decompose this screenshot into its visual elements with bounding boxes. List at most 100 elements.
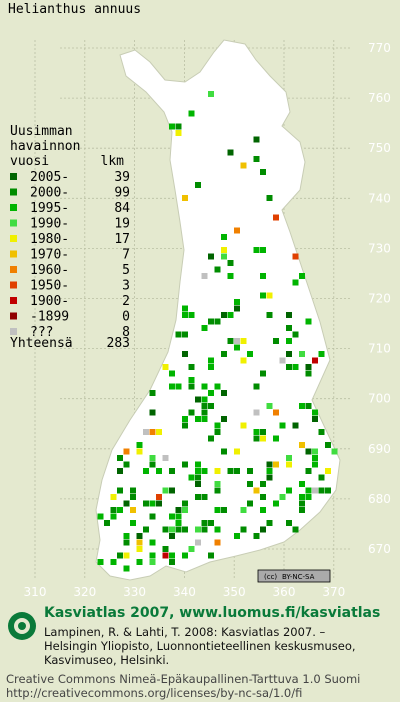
legend-swatch [10,204,17,211]
record-square [208,390,214,396]
record-square [208,552,214,559]
record-square [253,435,260,442]
record-square [162,552,169,559]
legend-total-label: Yhteensä [10,336,73,351]
record-square [273,409,279,416]
record-square [318,351,325,357]
record-square [305,487,312,494]
record-square [136,533,143,539]
record-square [273,338,279,344]
record-square [299,507,305,513]
record-square [123,461,130,468]
record-square [221,390,227,396]
y-grid-label: 760 [368,91,391,105]
record-square [221,247,227,253]
record-square [214,422,221,429]
record-square [286,338,292,344]
y-grid-label: 750 [368,141,391,155]
record-square [195,539,201,546]
record-square [110,513,117,520]
record-square [117,507,123,513]
record-square [149,461,156,468]
record-square [175,526,182,533]
record-square [240,338,247,344]
record-square [149,390,156,396]
record-square [149,552,156,559]
record-square [149,429,156,435]
record-square [156,429,162,435]
record-square [188,312,195,318]
record-square [169,526,175,533]
legend-swatch [10,219,17,227]
record-square [195,481,201,487]
legend-year: 1950- [30,279,69,294]
record-square [188,546,195,552]
record-square [299,403,305,409]
legend-swatch [10,281,17,289]
record-square [195,182,201,188]
record-square [299,442,305,448]
record-square [188,409,195,416]
y-grid-label: 730 [368,241,391,255]
record-square [162,455,169,461]
record-square [266,468,273,474]
species-title: Helianthus annuus [8,2,141,17]
y-grid-label: 700 [368,392,391,406]
record-square [260,481,266,487]
record-square [247,468,253,474]
legend-count: 99 [114,186,130,201]
record-square [214,487,221,494]
record-square [260,507,266,513]
y-grid-label: 740 [368,191,391,205]
record-square [234,299,240,305]
record-square [208,357,214,364]
record-square [169,370,175,377]
x-grid-label: 350 [223,585,246,599]
record-square [253,136,260,143]
legend-swatch [10,235,17,242]
record-square [195,494,201,500]
record-square [195,526,201,533]
record-square [195,468,201,474]
record-square [221,416,227,422]
record-square [182,195,188,201]
record-square [97,513,104,520]
record-square [227,468,234,474]
record-square [214,507,221,513]
record-square [110,559,117,565]
legend-heading: Uusimman [10,124,73,139]
record-square [175,123,182,130]
record-square [182,331,188,338]
record-square [312,357,318,364]
record-square [279,494,286,500]
citation: Lampinen, R. & Lahti, T. 2008: Kasviatla… [44,625,326,639]
record-square [156,500,162,507]
record-square [234,305,240,312]
record-square [143,468,149,474]
record-square [175,331,182,338]
record-square [214,266,221,273]
record-square [136,546,143,552]
record-square [292,331,299,338]
record-square [175,130,182,136]
record-square [286,325,292,331]
record-square [182,461,188,468]
record-square [266,292,273,299]
finland-outline [95,39,341,581]
record-square [266,474,273,481]
record-square [266,520,273,526]
record-square [286,312,292,318]
record-square [266,461,273,468]
record-square [227,312,234,318]
legend-count: 5 [122,263,130,278]
record-square [266,312,273,318]
record-square [149,539,156,546]
record-square [162,546,169,552]
record-square [253,383,260,390]
record-square [318,487,325,494]
site-link: Kasviatlas 2007, www.luomus.fi/kasviatla… [44,605,380,621]
record-square [221,253,227,260]
record-square [201,468,208,474]
record-square [260,435,266,442]
record-square [247,481,253,487]
